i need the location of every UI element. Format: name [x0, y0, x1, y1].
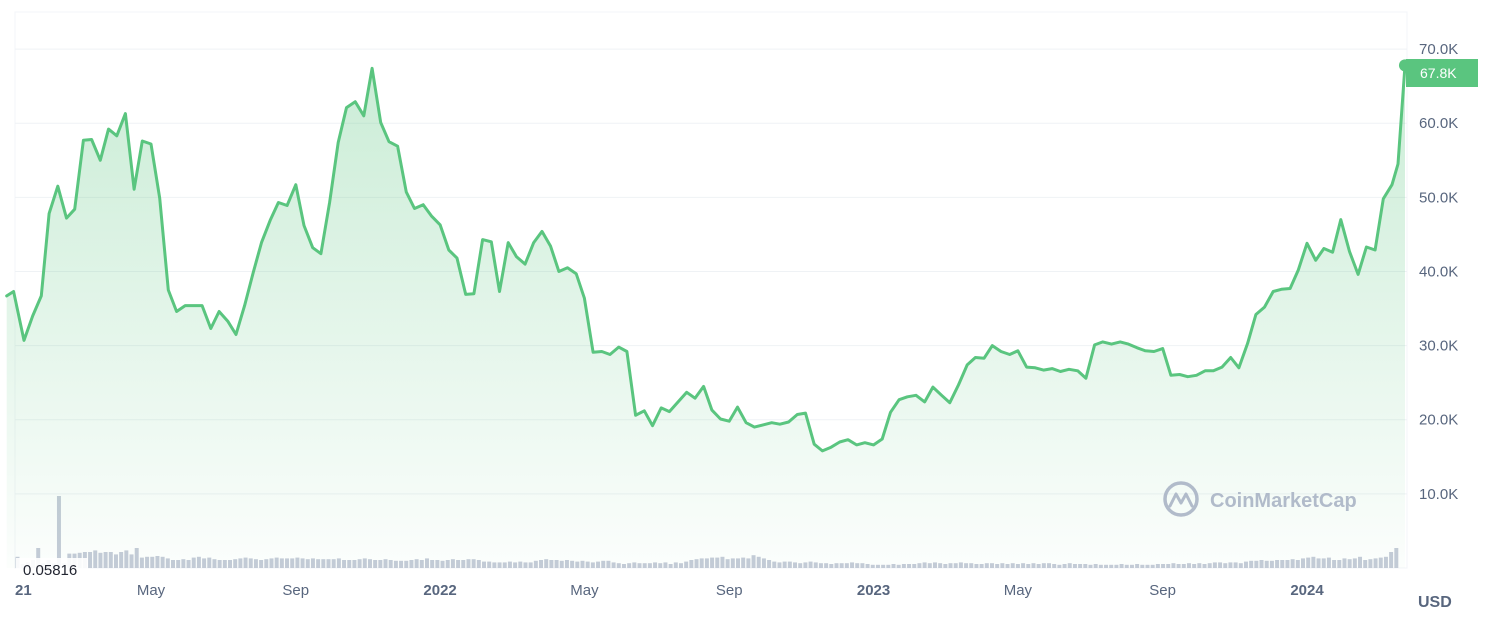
y-tick-label: 60.0K: [1419, 115, 1458, 132]
x-tick-label: 2024: [1290, 582, 1324, 599]
y-tick-label: 20.0K: [1419, 412, 1458, 429]
x-tick-label: Sep: [716, 582, 743, 599]
x-tick-label: May: [570, 582, 599, 599]
x-tick-label: May: [1004, 582, 1033, 599]
x-tick-label: Sep: [1149, 582, 1176, 599]
y-tick-label: 40.0K: [1419, 263, 1458, 280]
y-axis-labels: 10.0K 20.0K 30.0K 40.0K 50.0K 60.0K 70.0K: [1419, 41, 1458, 503]
y-tick-label: 70.0K: [1419, 41, 1458, 58]
y-tick-label: 10.0K: [1419, 486, 1458, 503]
watermark-text: CoinMarketCap: [1210, 490, 1357, 512]
y-tick-label: 30.0K: [1419, 338, 1458, 355]
currency-unit-label: USD: [1418, 594, 1452, 611]
y-tick-label: 50.0K: [1419, 189, 1458, 206]
x-tick-label: 2022: [423, 582, 456, 599]
min-value-label: 0.05816: [16, 558, 88, 580]
x-tick-label: May: [137, 582, 166, 599]
x-axis-labels: 21 May Sep 2022 May Sep 2023 May Sep 2024: [15, 582, 1324, 599]
price-badge: 67.8K: [1406, 59, 1478, 87]
x-tick-label: 2023: [857, 582, 890, 599]
x-tick-label: 21: [15, 582, 32, 599]
x-tick-label: Sep: [282, 582, 309, 599]
min-value-text: 0.05816: [23, 562, 77, 579]
price-badge-label: 67.8K: [1420, 65, 1457, 81]
